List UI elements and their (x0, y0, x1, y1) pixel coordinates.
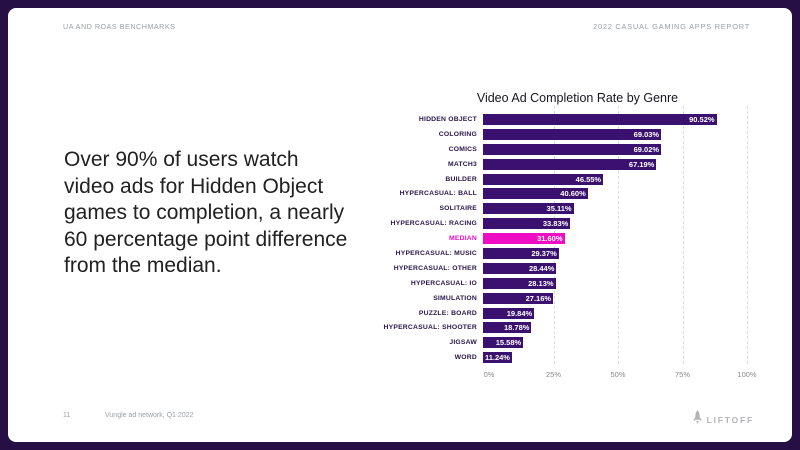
bar: 40.60% (483, 188, 588, 200)
value-label: 90.52% (689, 114, 715, 124)
category-label: COMICS (448, 145, 477, 153)
bar: 69.02% (483, 143, 662, 155)
chart-row: MEDIAN 31.60% (363, 231, 753, 246)
bar: 69.03% (483, 128, 662, 140)
chart-row: COLORING 69.03% (363, 127, 753, 142)
value-label: 35.11% (546, 204, 572, 214)
main-statement-text: Over 90% of users watch video ads for Hi… (64, 148, 348, 277)
logo-text: LIFTOFF (706, 415, 754, 425)
category-label: HYPERCASUAL: SHOOTER (383, 324, 477, 332)
x-tick-100: 100% (737, 370, 757, 379)
bar: 18.78% (483, 322, 532, 334)
header-right-label: 2022 CASUAL GAMING APPS REPORT (593, 22, 750, 31)
value-label: 29.37% (531, 248, 557, 258)
gridline-100 (747, 106, 748, 364)
bar: 31.60% (483, 233, 565, 245)
category-label: HYPERCASUAL: OTHER (393, 264, 477, 272)
category-label: WORD (454, 354, 477, 362)
value-label: 69.03% (633, 129, 660, 139)
chart-row: HYPERCASUAL: OTHER 28.44% (363, 261, 753, 276)
category-label: HYPERCASUAL: IO (410, 279, 477, 287)
page-number: 11 (63, 412, 71, 419)
x-tick-0: 0% (483, 370, 495, 379)
bar: 11.24% (483, 352, 512, 364)
chart-row: SIMULATION 27.16% (363, 291, 753, 306)
value-label: 27.16% (525, 293, 552, 303)
value-label: 33.83% (542, 219, 569, 229)
gridline-50 (618, 106, 619, 364)
chart-row: HYPERCASUAL: SHOOTER 18.78% (363, 320, 753, 335)
chart-row: WORD 11.24% (363, 350, 753, 365)
value-label: 31.60% (537, 234, 563, 244)
bar: 27.16% (483, 292, 554, 304)
category-label: MATCH3 (447, 160, 477, 168)
x-tick-25: 25% (545, 370, 562, 379)
category-label: SOLITAIRE (439, 205, 477, 213)
chart-row: HYPERCASUAL: BALL 40.60% (363, 186, 753, 201)
chart-rows: HIDDEN OBJECT 90.52% COLORING 69.03% COMICS 6… (363, 112, 753, 365)
bar: 33.83% (483, 218, 571, 230)
bar: 29.37% (483, 247, 559, 259)
rocket-icon (692, 410, 702, 430)
value-label: 67.19% (628, 159, 655, 169)
source-note: Vungle ad network, Q1 2022 (105, 412, 194, 419)
category-label: BUILDER (445, 175, 477, 183)
category-label: SIMULATION (433, 294, 477, 302)
value-label: 69.02% (633, 144, 660, 154)
chart-row: BUILDER 46.55% (363, 172, 753, 187)
chart-row: PUZZLE: BOARD 19.84% (363, 306, 753, 321)
chart-row: SOLITAIRE 35.11% (363, 201, 753, 216)
value-label: 28.44% (528, 263, 555, 273)
value-label: 40.60% (560, 189, 586, 199)
category-label: HYPERCASUAL: MUSIC (395, 249, 477, 257)
chart-title: Video Ad Completion Rate by Genre (476, 91, 679, 105)
category-label: PUZZLE: BOARD (418, 309, 477, 317)
bar: 15.58% (483, 337, 524, 349)
x-tick-75: 75% (674, 370, 691, 379)
value-label: 11.24% (484, 353, 510, 363)
value-label: 18.78% (504, 323, 530, 333)
category-label: HYPERCASUAL: RACING (390, 220, 477, 228)
category-label: HIDDEN OBJECT (418, 115, 477, 123)
bar: 46.55% (483, 173, 604, 185)
bar: 67.19% (483, 158, 657, 170)
chart-row: HYPERCASUAL: IO 28.13% (363, 276, 753, 291)
chart-row: JIGSAW 15.58% (363, 335, 753, 350)
category-label: COLORING (438, 130, 477, 138)
header-left-label: UA AND ROAS BENCHMARKS (63, 22, 176, 31)
value-label: 19.84% (506, 308, 533, 318)
category-label: MEDIAN (448, 235, 477, 243)
gridline-75 (682, 106, 684, 364)
x-tick-50: 50% (610, 370, 626, 379)
category-label: HYPERCASUAL: BALL (399, 190, 477, 198)
x-axis: 0% 25% 50% 75% 100% (484, 370, 757, 382)
bar: 28.13% (483, 277, 556, 289)
chart-row: MATCH3 67.19% (363, 157, 753, 172)
category-label: JIGSAW (449, 339, 477, 347)
bar: 28.44% (483, 262, 557, 274)
chart-row: COMICS 69.02% (363, 142, 753, 157)
chart-row: HIDDEN OBJECT 90.52% (363, 112, 753, 127)
liftoff-logo: LIFTOFF (692, 410, 754, 430)
slide-card: UA AND ROAS BENCHMARKS 2022 CASUAL GAMIN… (8, 8, 792, 442)
bar: 90.52% (483, 113, 717, 125)
chart-row: HYPERCASUAL: MUSIC 29.37% (363, 246, 753, 261)
bar: 19.84% (483, 307, 535, 319)
value-label: 46.55% (575, 174, 602, 184)
value-label: 28.13% (528, 278, 554, 288)
bar: 35.11% (483, 203, 574, 215)
chart-row: HYPERCASUAL: RACING 33.83% (363, 216, 753, 231)
value-label: 15.58% (495, 338, 522, 348)
